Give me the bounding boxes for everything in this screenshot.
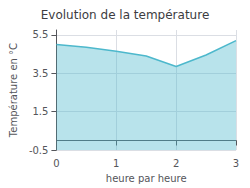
svg-text:5.5: 5.5 (33, 29, 49, 40)
svg-text:0: 0 (53, 158, 59, 169)
svg-text:3: 3 (233, 158, 239, 169)
svg-text:-0.5: -0.5 (29, 145, 49, 156)
svg-text:1.5: 1.5 (33, 106, 49, 117)
svg-text:1: 1 (113, 158, 119, 169)
svg-text:Evolution de la température: Evolution de la température (41, 8, 210, 22)
svg-text:3.5: 3.5 (33, 68, 49, 79)
svg-text:2: 2 (173, 158, 179, 169)
svg-text:Température en °C: Température en °C (8, 43, 19, 138)
svg-text:heure par heure: heure par heure (106, 173, 187, 184)
